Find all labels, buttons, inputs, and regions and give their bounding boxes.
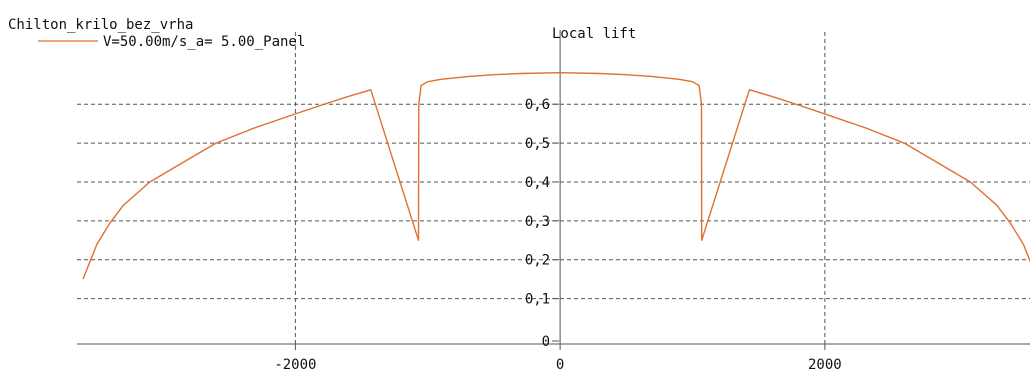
y-tick-label: 0,6 <box>525 97 550 113</box>
grid-layer <box>77 32 1030 344</box>
y-tick-label: 0,1 <box>525 292 550 308</box>
y-tick-label: 0,3 <box>525 214 550 230</box>
x-tick-label: 0 <box>556 357 564 373</box>
x-tick-label: -2000 <box>274 357 316 373</box>
y-tick-label: 0 <box>542 334 550 350</box>
y-tick-label: 0,4 <box>525 175 550 191</box>
y-tick-label: 0,2 <box>525 253 550 269</box>
chart-title: Local lift <box>552 26 636 42</box>
legend-title: Chilton_krilo_bez_vrha <box>8 17 193 33</box>
series-layer <box>82 71 1030 280</box>
y-tick-label: 0,5 <box>525 136 550 152</box>
label-layer: -2000 0 2000 0 0,1 0,2 0,3 0,4 0,5 0,6 <box>274 97 841 373</box>
axis-layer <box>77 30 1030 350</box>
legend-series-name: V=50.00m/s_a= 5.00_Panel <box>103 34 305 50</box>
x-tick-label: 2000 <box>808 357 842 373</box>
series-line-lift <box>82 71 1030 280</box>
